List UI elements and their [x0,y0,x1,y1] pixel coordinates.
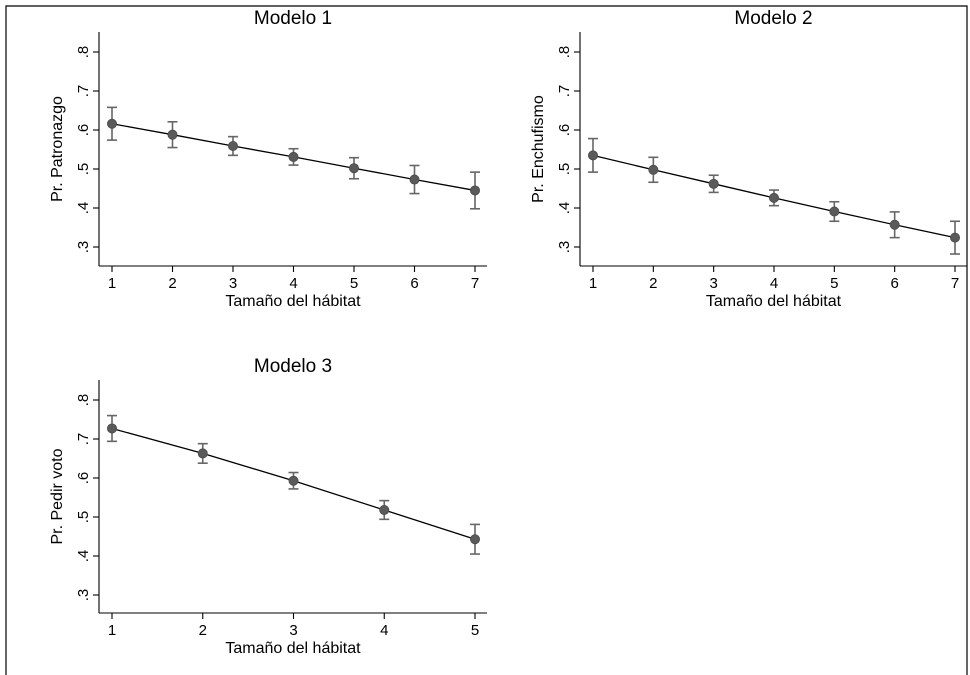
data-point [469,185,480,196]
data-point [288,151,299,162]
y-tick-label: .6 [556,124,573,137]
chart-title: Modelo 3 [254,356,332,377]
data-point [197,448,208,459]
data-point [889,219,900,230]
data-point [227,140,238,151]
data-point [588,150,599,161]
data-point [950,232,961,243]
data-point [469,534,480,545]
y-tick-label: .5 [75,511,92,524]
x-tick-label: 4 [770,275,778,292]
chart-title: Modelo 1 [254,8,332,29]
x-tick-label: 3 [289,622,297,639]
x-tick-label: 5 [830,275,838,292]
y-axis-title: Pr. Patronazgo [49,96,66,202]
data-point [829,206,840,217]
data-point [107,423,118,434]
y-tick-label: .6 [75,124,92,137]
panels: Modelo 1 .3 .4 .5 .6 .7 .8 1 2 3 4 5 6 7 Tamaño del há… [49,8,967,657]
x-tick-label: 7 [951,275,959,292]
data-point [769,192,780,203]
data-point [409,174,420,185]
chart-panel-1: Modelo 1 .3 .4 .5 .6 .7 .8 1 2 3 4 5 6 7 Tamaño del há… [49,8,487,310]
x-tick-label: 7 [471,275,479,292]
y-tick-label: .4 [556,202,573,215]
y-tick-label: .8 [75,394,92,407]
x-tick-label: 6 [890,275,898,292]
x-tick-label: 5 [471,622,479,639]
data-point [107,118,118,129]
x-tick-label: 1 [589,275,597,292]
y-tick-label: .3 [556,241,573,254]
y-tick-label: .5 [556,163,573,176]
y-tick-label: .8 [75,46,92,59]
y-tick-label: .3 [75,241,92,254]
x-tick-label: 1 [108,275,116,292]
x-tick-label: 6 [410,275,418,292]
data-point [288,475,299,486]
figure-border [5,5,968,675]
y-axis-title: Pr. Enchufismo [530,95,547,203]
x-tick-label: 2 [649,275,657,292]
y-tick-label: .7 [556,85,573,98]
y-tick-label: .8 [556,46,573,59]
x-axis-title: Tamaño del hábitat [706,293,842,310]
y-axis-title: Pr. Pedir voto [49,448,66,544]
data-point [348,163,359,174]
x-tick-label: 4 [380,622,388,639]
x-tick-label: 3 [709,275,717,292]
chart-title: Modelo 2 [734,8,812,29]
x-tick-label: 5 [350,275,358,292]
y-tick-label: .7 [75,85,92,98]
x-tick-label: 2 [199,622,207,639]
data-point [167,129,178,140]
y-tick-label: .3 [75,589,92,602]
x-tick-label: 1 [108,622,116,639]
x-tick-label: 3 [229,275,237,292]
y-tick-label: .4 [75,202,92,215]
y-tick-label: .4 [75,550,92,563]
y-tick-label: .7 [75,433,92,446]
x-tick-label: 2 [168,275,176,292]
chart-panel-2: Modelo 2 .3 .4 .5 .6 .7 .8 1 2 3 4 5 6 7 Tamaño del há… [530,8,967,310]
chart-panel-3: Modelo 3 .3 .4 .5 .6 .7 .8 1 2 3 4 5 Tamaño del hábi… [49,356,487,657]
data-point [708,178,719,189]
y-tick-label: .6 [75,472,92,485]
y-tick-label: .5 [75,163,92,176]
x-axis-title: Tamaño del hábitat [225,293,361,310]
x-tick-label: 4 [289,275,297,292]
data-point [379,504,390,515]
x-axis-title: Tamaño del hábitat [225,640,361,657]
data-point [648,164,659,175]
